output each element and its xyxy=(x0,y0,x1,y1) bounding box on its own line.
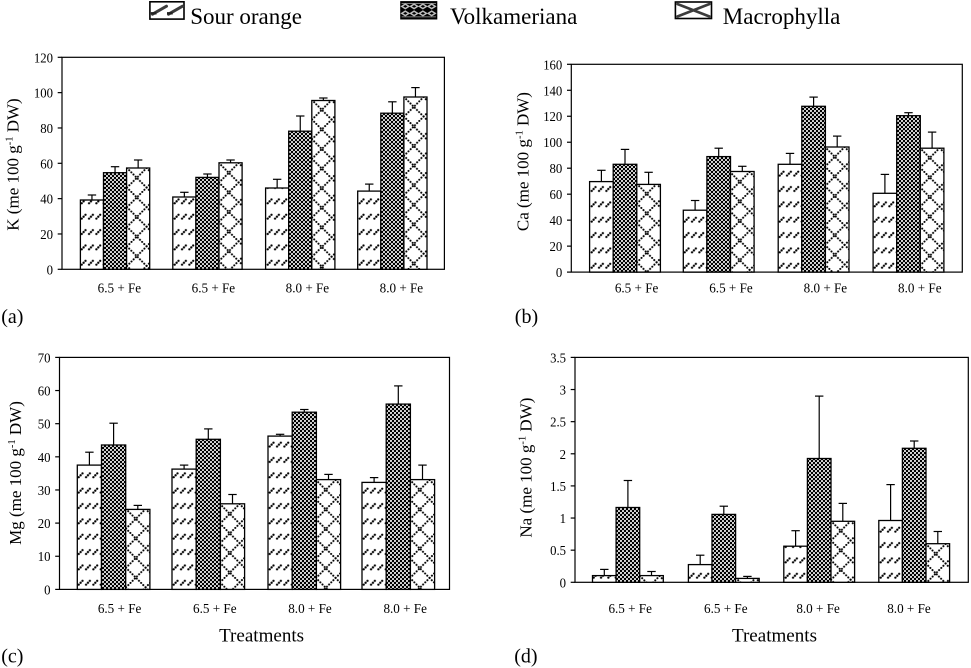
svg-text:6.5 + Fe: 6.5 + Fe xyxy=(98,282,142,297)
svg-text:(c): (c) xyxy=(1,646,23,668)
svg-text:6.5 + Fe: 6.5 + Fe xyxy=(704,602,748,617)
svg-text:Macrophylla: Macrophylla xyxy=(723,4,841,29)
svg-text:0: 0 xyxy=(44,583,50,598)
svg-text:160: 160 xyxy=(543,58,562,73)
svg-text:50: 50 xyxy=(38,418,51,433)
svg-text:3: 3 xyxy=(560,384,566,399)
svg-text:6.5 + Fe: 6.5 + Fe xyxy=(709,282,753,297)
svg-text:6.5 + Fe: 6.5 + Fe xyxy=(615,282,659,297)
svg-text:0: 0 xyxy=(47,263,53,278)
svg-text:2.5: 2.5 xyxy=(550,416,566,431)
svg-text:8.0 + Fe: 8.0 + Fe xyxy=(288,602,332,617)
svg-text:40: 40 xyxy=(40,193,53,208)
svg-text:6.5 + Fe: 6.5 + Fe xyxy=(193,602,237,617)
svg-text:6.5 + Fe: 6.5 + Fe xyxy=(608,602,652,617)
svg-text:70: 70 xyxy=(38,351,51,366)
svg-text:K (me 100 g-1 DW): K (me 100 g-1 DW) xyxy=(4,98,23,230)
svg-text:Sour orange: Sour orange xyxy=(190,4,302,29)
svg-text:20: 20 xyxy=(40,228,53,243)
svg-text:Treatments: Treatments xyxy=(219,627,304,647)
svg-text:80: 80 xyxy=(550,162,563,177)
svg-text:8.0 + Fe: 8.0 + Fe xyxy=(887,602,931,617)
svg-text:2: 2 xyxy=(560,448,566,463)
svg-text:8.0 + Fe: 8.0 + Fe xyxy=(796,602,840,617)
svg-text:0: 0 xyxy=(556,266,562,281)
svg-text:Na (me 100 g-1 DW): Na (me 100 g-1 DW) xyxy=(517,398,536,538)
svg-text:8.0 + Fe: 8.0 + Fe xyxy=(286,282,330,297)
svg-text:(d): (d) xyxy=(514,646,537,668)
svg-text:60: 60 xyxy=(40,157,53,172)
svg-text:0.5: 0.5 xyxy=(550,544,566,559)
svg-text:40: 40 xyxy=(550,214,563,229)
svg-text:3.5: 3.5 xyxy=(550,351,566,366)
svg-text:100: 100 xyxy=(543,136,562,151)
svg-text:10: 10 xyxy=(38,550,51,565)
svg-text:0: 0 xyxy=(560,576,566,591)
svg-text:8.0 + Fe: 8.0 + Fe xyxy=(804,282,848,297)
svg-text:Volkameriana: Volkameriana xyxy=(450,4,577,29)
svg-text:40: 40 xyxy=(38,451,51,466)
svg-text:Ca (me 100 g-1 DW): Ca (me 100 g-1 DW) xyxy=(514,92,533,231)
svg-text:6.5 + Fe: 6.5 + Fe xyxy=(98,602,142,617)
svg-text:Mg (me 100 g-1 DW): Mg (me 100 g-1 DW) xyxy=(6,401,25,545)
svg-text:20: 20 xyxy=(550,240,563,255)
svg-text:120: 120 xyxy=(34,51,53,66)
svg-text:(b): (b) xyxy=(515,306,538,328)
svg-text:Treatments: Treatments xyxy=(732,627,817,647)
svg-text:20: 20 xyxy=(38,517,51,532)
svg-text:8.0 + Fe: 8.0 + Fe xyxy=(380,282,424,297)
svg-text:(a): (a) xyxy=(1,306,23,328)
svg-text:100: 100 xyxy=(34,87,53,102)
svg-text:8.0 + Fe: 8.0 + Fe xyxy=(898,282,942,297)
svg-text:140: 140 xyxy=(543,84,562,99)
svg-text:6.5 + Fe: 6.5 + Fe xyxy=(192,282,236,297)
svg-text:120: 120 xyxy=(543,110,562,125)
svg-text:8.0 + Fe: 8.0 + Fe xyxy=(383,602,427,617)
svg-text:60: 60 xyxy=(38,385,51,400)
svg-text:1: 1 xyxy=(560,512,566,527)
svg-text:80: 80 xyxy=(40,122,53,137)
svg-text:1.5: 1.5 xyxy=(550,480,566,495)
svg-text:30: 30 xyxy=(38,484,51,499)
svg-text:60: 60 xyxy=(550,188,563,203)
